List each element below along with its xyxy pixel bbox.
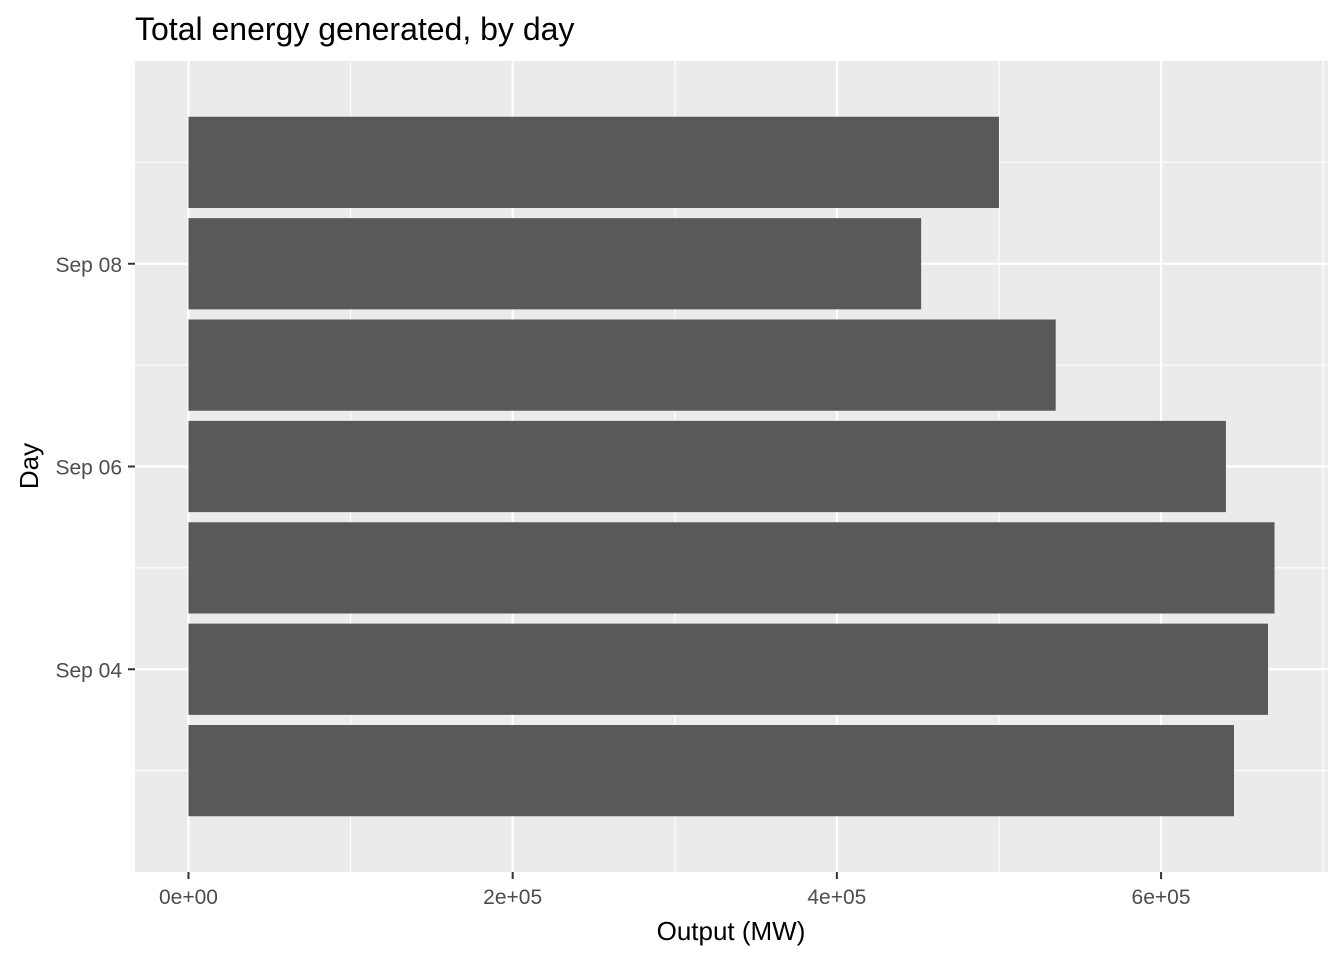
bar-2021-09-05 (188, 522, 1275, 614)
y-tick-label: Sep 06 (55, 457, 122, 480)
bar-2021-09-07 (188, 319, 1056, 411)
y-axis: Sep 04 Sep 06 Sep 08 (55, 254, 135, 682)
y-tick-label: Sep 04 (55, 659, 122, 682)
bars (188, 116, 1275, 817)
bar-2021-09-08 (188, 218, 922, 310)
x-tick-label: 4e+05 (807, 886, 866, 909)
x-tick-label: 0e+00 (159, 886, 218, 909)
chart-title: Total energy generated, by day (135, 11, 574, 47)
x-axis: 0e+00 2e+05 4e+05 6e+05 (159, 872, 1191, 909)
bar-2021-09-09 (188, 116, 999, 208)
bar-2021-09-04 (188, 623, 1269, 715)
bar-2021-09-03 (188, 725, 1234, 817)
x-axis-title: Output (MW) (657, 916, 806, 946)
x-tick-label: 6e+05 (1132, 886, 1191, 909)
bar-2021-09-06 (188, 420, 1226, 513)
x-tick-label: 2e+05 (483, 886, 542, 909)
y-tick-label: Sep 08 (55, 254, 122, 277)
y-axis-title: Day (14, 443, 44, 489)
